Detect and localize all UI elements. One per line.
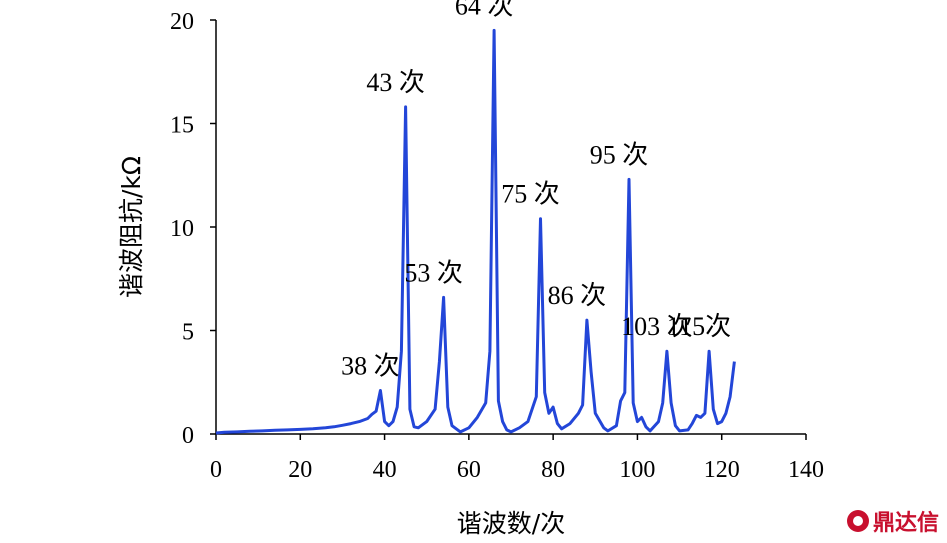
x-tick-label: 80 — [541, 457, 565, 483]
axes — [215, 20, 806, 435]
peak-label: 75 次 — [501, 180, 560, 209]
x-axis-title: 谐波数/次 — [457, 509, 565, 538]
x-tick-label: 20 — [288, 457, 312, 483]
y-tick-label: 20 — [170, 9, 194, 35]
y-tick-label: 10 — [170, 216, 194, 242]
peak-label: 103 次 — [621, 312, 693, 341]
watermark-logo-icon — [846, 510, 869, 532]
watermark: 鼎达信 — [846, 505, 939, 537]
x-tick-label: 40 — [373, 457, 397, 483]
y-tick-label: 15 — [170, 113, 194, 139]
y-axis-title: 谐波阻抗/kΩ — [117, 156, 146, 298]
peak-label: 38 次 — [341, 352, 400, 381]
watermark-text: 鼎达信 — [872, 511, 939, 536]
peak-label: 95 次 — [590, 140, 649, 169]
x-tick-label: 120 — [704, 457, 740, 483]
peak-label: 43 次 — [366, 68, 425, 97]
y-tick-label: 5 — [182, 320, 194, 346]
series-line — [215, 28, 736, 435]
peak-label: 115次 — [667, 312, 731, 341]
peak-label: 53 次 — [404, 258, 463, 287]
x-ticks: 0 20 40 60 80 100 120 140 — [210, 434, 824, 483]
x-tick-label: 60 — [457, 457, 481, 483]
peak-label: 86 次 — [548, 281, 607, 310]
x-tick-label: 0 — [210, 457, 222, 483]
peak-label: 64 次 — [455, 0, 514, 20]
y-ticks: 0 5 10 15 20 — [170, 9, 216, 449]
y-tick-label: 0 — [182, 423, 194, 449]
x-tick-label: 100 — [619, 457, 655, 483]
x-tick-label: 140 — [788, 457, 824, 483]
